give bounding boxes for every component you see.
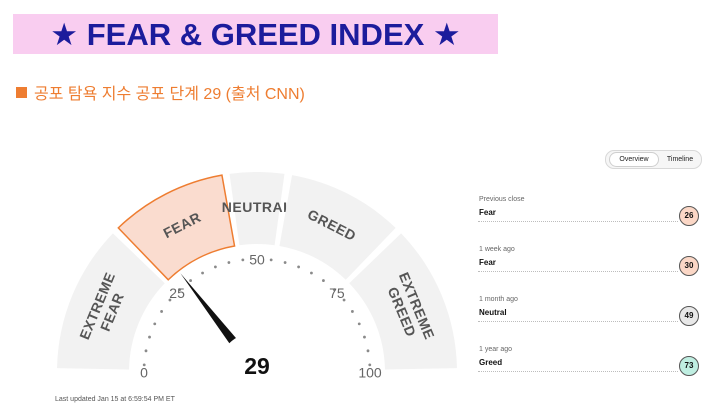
history-value: Fear [479,258,496,267]
gauge-tick-dot [269,258,273,262]
history-label: 1 week ago [479,246,515,253]
gauge-tick-dot [241,258,245,262]
history-label: Previous close [479,196,525,203]
gauge-segment-greed [279,175,396,280]
divider [478,221,678,222]
gauge-tick-label: 0 [140,365,148,381]
history-value: Greed [479,358,503,367]
history-value: Fear [479,208,496,217]
history-score-badge: 26 [679,206,699,226]
gauge-tick-dot [283,261,287,264]
gauge-needle [180,273,247,357]
square-bullet-icon [16,86,27,98]
gauge-tick-dot [148,335,151,339]
gauge-tick-dot [357,322,361,326]
gauge-center-hub [217,332,297,412]
gauge-tick-label: 50 [249,252,265,268]
gauge-tick-label: 25 [169,285,185,301]
gauge-tick-dot [342,298,346,302]
gauge-tick-dot [322,279,325,282]
gauge-tick-label: 75 [329,285,345,301]
page-title: ★ FEAR & GREED INDEX ★ [50,17,461,52]
history-row-1-week-ago: 1 week ago Fear 30 [478,240,700,280]
gauge-tick-dot [366,349,370,353]
last-updated: Last updated Jan 15 at 6:59:54 PM ET [55,396,175,403]
gauge-tick-dot [214,265,217,269]
gauge-tick-dot [227,261,231,264]
subtitle-text: 공포 탐욕 지수 공포 단계 29 (출처 CNN) [34,86,305,103]
gauge-tick-dot [153,322,157,326]
history-label: 1 month ago [479,296,518,303]
gauge-segment-neutral [229,171,285,246]
divider [478,371,678,372]
history-row-previous-close: Previous close Fear 26 [478,190,700,230]
history-row-1-month-ago: 1 month ago Neutral 49 [478,290,700,330]
divider [478,271,678,272]
divider [478,321,678,322]
history-score-badge: 73 [679,356,699,376]
gauge-tick-dot [144,349,148,353]
gauge-segment-fear [117,174,236,281]
tab-overview[interactable]: Overview [609,152,659,167]
gauge-tick-dot [363,335,366,339]
tab-timeline[interactable]: Timeline [666,156,694,163]
history-value: Neutral [479,308,507,317]
gauge-tick-dot [332,288,336,292]
history-label: 1 year ago [479,346,513,353]
gauge-tick-dot [201,271,204,275]
history-score-badge: 49 [679,306,699,326]
gauge-tick-dot [368,363,372,367]
history-row-1-year-ago: 1 year ago Greed 73 [478,340,700,380]
gauge-tick-label: 100 [358,365,382,381]
gauge-tick-dot [168,298,172,302]
gauge-tick-dot [160,310,163,313]
gauge-tick-dot [310,271,313,275]
view-toggle: Overview Timeline [605,150,702,169]
gauge-score: 29 [244,353,270,379]
gauge-tick-dot [189,279,192,282]
gauge-tick-dot [351,310,354,313]
history-score-badge: 30 [679,256,699,276]
gauge-tick-dot [297,265,300,269]
gauge-tick-dot [178,288,182,292]
gauge-segment-label: NEUTRAL [222,199,292,215]
gauge-segment-extreme-fear [57,233,165,370]
gauge-segment-extreme-greed [349,233,457,370]
gauge-tick-dot [142,363,146,367]
subtitle: 공포 탐욕 지수 공포 단계 29 (출처 CNN) [16,80,305,104]
title-banner: ★ FEAR & GREED INDEX ★ [13,14,498,54]
